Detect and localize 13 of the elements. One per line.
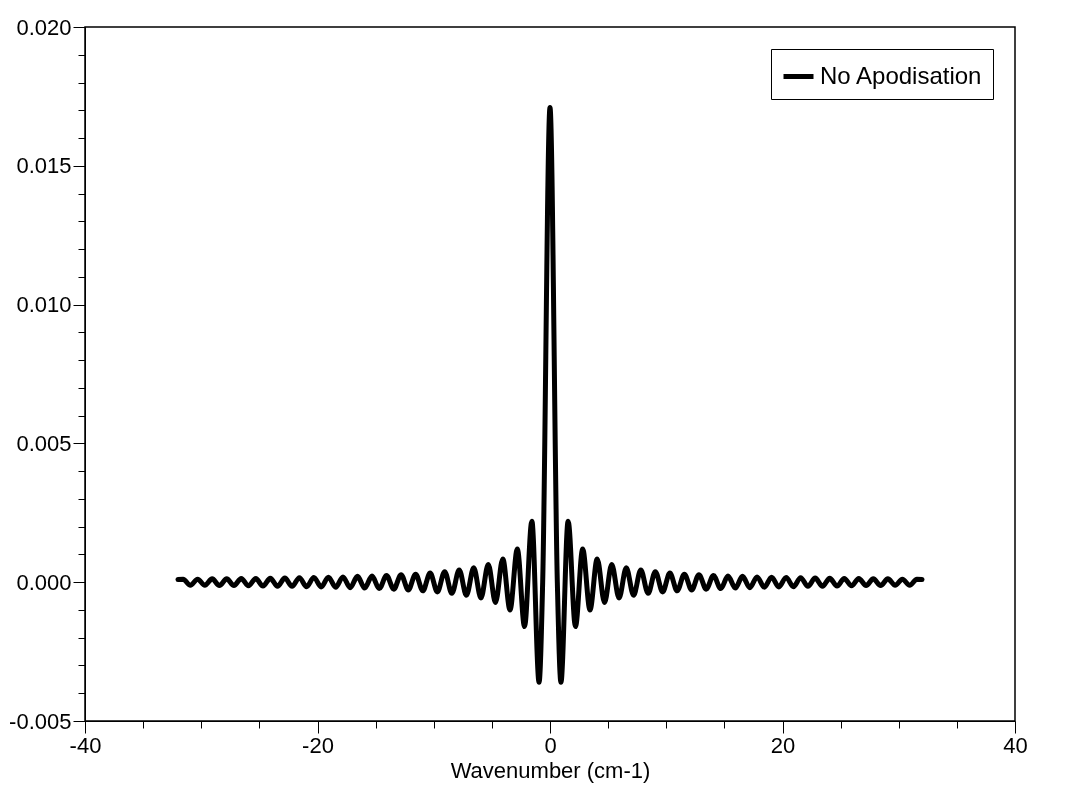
x-axis-title: Wavenumber (cm-1) — [450, 757, 651, 783]
x-tick-label: 40 — [1003, 732, 1028, 758]
y-tick-label: 0.020 — [16, 14, 72, 40]
y-tick-label: 0.000 — [16, 569, 72, 595]
legend-label: No Apodisation — [820, 61, 982, 89]
y-tick-label: -0.005 — [9, 708, 72, 734]
x-tick-label: 20 — [770, 732, 796, 758]
y-tick-label: 0.005 — [16, 430, 72, 456]
y-tick-label: 0.010 — [16, 292, 72, 318]
x-tick-label: -20 — [302, 732, 334, 758]
x-tick-label: -40 — [69, 732, 102, 758]
y-tick-label: 0.015 — [16, 153, 72, 179]
x-tick-label: 0 — [544, 732, 557, 758]
